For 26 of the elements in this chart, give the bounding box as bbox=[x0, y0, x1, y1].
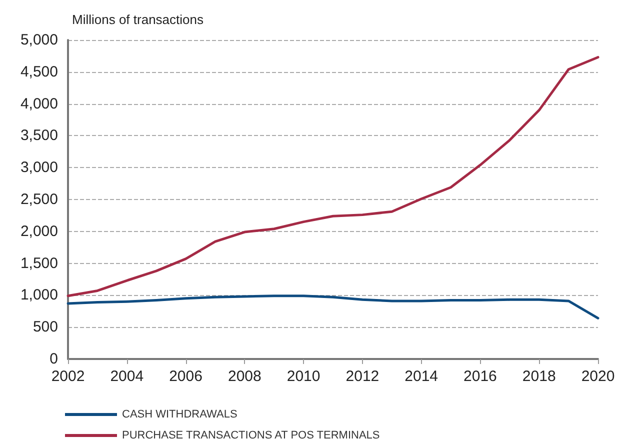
y-tick-label: 0 bbox=[50, 350, 58, 368]
x-tick-label: 2016 bbox=[464, 368, 497, 385]
x-tick-label: 2014 bbox=[404, 368, 438, 385]
y-tick-label: 4,000 bbox=[20, 95, 58, 112]
y-tick-label: 3,500 bbox=[20, 127, 58, 144]
y-axis-title: Millions of transactions bbox=[72, 12, 204, 27]
x-tick-label: 2010 bbox=[286, 368, 320, 385]
y-tick-label: 5,000 bbox=[20, 32, 58, 48]
line-series bbox=[66, 294, 600, 320]
y-tick-label: 1,500 bbox=[20, 254, 58, 272]
y-tick-label: 2,500 bbox=[20, 191, 58, 208]
y-tick-label: 3,000 bbox=[20, 159, 58, 176]
x-tick-label: 2006 bbox=[169, 368, 202, 385]
x-tick-label: 2020 bbox=[581, 368, 615, 385]
x-tick-label: 2008 bbox=[228, 368, 262, 385]
y-tick-label: 500 bbox=[32, 318, 58, 336]
legend-label: CASH WITHDRAWALS bbox=[122, 408, 238, 420]
x-tick-label: 2018 bbox=[522, 368, 556, 385]
line-series bbox=[66, 56, 600, 298]
x-tick-label: 2004 bbox=[110, 368, 144, 385]
y-tick-label: 4,500 bbox=[20, 63, 58, 80]
x-tick-label: 2002 bbox=[51, 368, 85, 385]
legend-label: PURCHASE TRANSACTIONS AT POS TERMINALS bbox=[122, 430, 380, 442]
y-tick-label: 2,000 bbox=[20, 222, 58, 240]
x-tick-label: 2012 bbox=[346, 368, 380, 385]
y-tick-label: 1,000 bbox=[20, 286, 58, 304]
